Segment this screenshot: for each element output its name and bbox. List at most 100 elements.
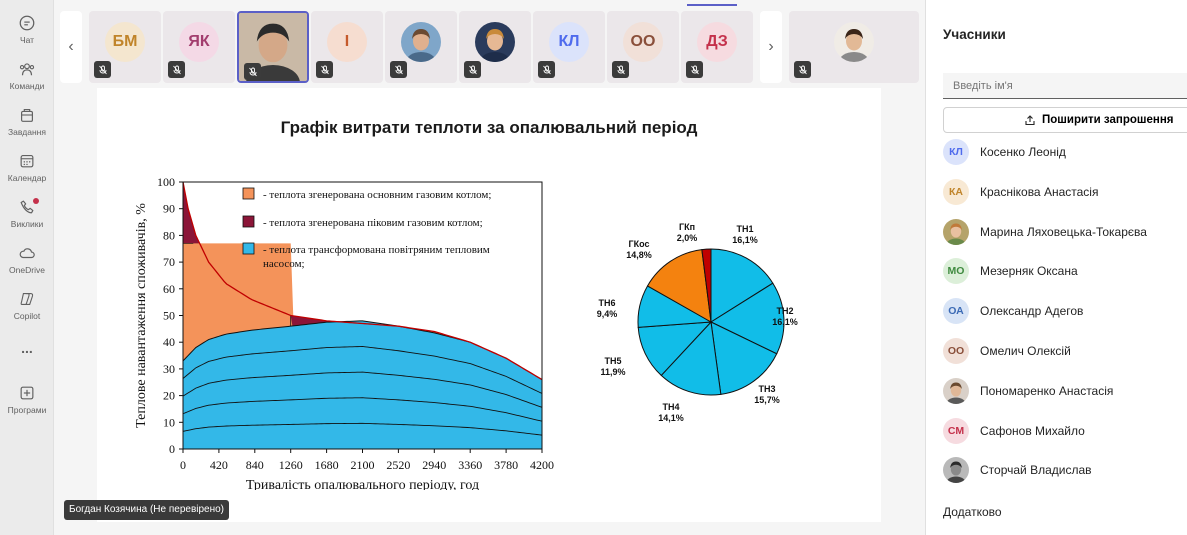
participant-name: Омелич Олексій xyxy=(980,344,1071,358)
legend-label: - теплота згенерована основним газовим к… xyxy=(263,189,491,201)
participant-row[interactable]: Пономаренко Анастасія xyxy=(943,376,1187,406)
mic-off-icon xyxy=(464,61,481,78)
participant-strip: ‹ БМ ЯК І КЛ ОО ДЗ › xyxy=(60,10,920,84)
participant-initials: І xyxy=(327,22,367,62)
participant-photo xyxy=(401,22,441,62)
participant-tile[interactable] xyxy=(789,11,919,83)
rail-label: Завдання xyxy=(8,127,46,137)
x-tick-label: 840 xyxy=(246,458,264,472)
avatar: СМ xyxy=(943,417,969,444)
participant-name: Краснікова Анастасія xyxy=(980,184,1099,199)
participant-search-input[interactable] xyxy=(943,73,1187,99)
heat-pump-area xyxy=(182,320,543,450)
pie-slice xyxy=(701,248,712,323)
legend-label: - теплота трансформована повітряним тепл… xyxy=(263,244,490,256)
rail-more[interactable]: ... xyxy=(0,338,54,382)
avatar xyxy=(943,218,969,245)
heat-pump-level-line xyxy=(182,397,543,422)
rail-teams[interactable]: Команди xyxy=(0,56,54,100)
x-tick-label: 3780 xyxy=(494,458,518,472)
pie-slice-value: 14,8% xyxy=(626,250,652,260)
y-tick-label: 30 xyxy=(163,362,175,376)
legend-swatch xyxy=(242,187,255,200)
rail-label: Програми xyxy=(7,405,47,415)
participant-row[interactable]: СМ Сафонов Михайло xyxy=(943,416,1187,446)
more-icon: ... xyxy=(21,340,33,356)
app-rail: Чат Команди Завдання Календар Виклики On… xyxy=(0,0,54,535)
pie-slice xyxy=(646,249,712,323)
avatar xyxy=(943,377,969,404)
participant-tile[interactable] xyxy=(459,11,531,83)
pie-slice-label: ТН1 xyxy=(736,224,753,234)
rail-copilot[interactable]: Copilot xyxy=(0,286,54,330)
y-axis-label: Теплове навантаження споживачів, % xyxy=(134,203,149,428)
participant-photo xyxy=(475,22,515,62)
more-section-label: Додатково xyxy=(943,505,1002,519)
participant-tile[interactable] xyxy=(237,11,309,83)
pie-slice xyxy=(709,282,785,355)
pie-slice xyxy=(660,320,722,396)
participant-tile[interactable]: І xyxy=(311,11,383,83)
mic-off-icon xyxy=(316,61,333,78)
pie-slice-label: ТН4 xyxy=(662,402,679,412)
x-axis-label: Тривалість опалювального періоду, год xyxy=(246,478,479,490)
copilot-icon xyxy=(20,293,34,305)
participant-tile[interactable]: КЛ xyxy=(533,11,605,83)
participant-row[interactable]: ОО Омелич Олексій xyxy=(943,336,1187,366)
participant-tile[interactable]: ОО xyxy=(607,11,679,83)
rail-label: Copilot xyxy=(13,311,41,321)
avatar: КЛ xyxy=(943,139,969,165)
participant-row[interactable]: КА Краснікова Анастасія xyxy=(943,177,1187,207)
participant-initials: БМ xyxy=(105,22,145,62)
participant-name: Олександр Адегов xyxy=(980,304,1084,319)
mic-off-icon xyxy=(612,61,629,78)
participant-name: Марина Ляховецька-Токарєва xyxy=(980,224,1147,239)
participant-row[interactable]: Сторчай Владислав xyxy=(943,455,1187,485)
x-tick-label: 0 xyxy=(180,458,186,472)
mic-off-icon xyxy=(244,63,261,80)
participant-row[interactable]: Марина Ляховецька-Токарєва xyxy=(943,217,1187,247)
avatar: ОА xyxy=(943,298,969,325)
y-tick-label: 50 xyxy=(163,309,175,323)
avatar xyxy=(943,457,969,484)
heat-pump-level-line xyxy=(182,422,543,436)
mic-off-icon xyxy=(538,61,555,78)
legend-swatch xyxy=(242,242,255,255)
x-tick-label: 2520 xyxy=(386,458,410,472)
participant-name: Косенко Леонід xyxy=(980,145,1066,159)
share-invite-button[interactable]: Поширити запрошення xyxy=(943,107,1187,133)
chat-icon xyxy=(19,15,35,31)
participant-row[interactable]: КЛ Косенко Леонід xyxy=(943,137,1187,167)
rail-onedrive[interactable]: OneDrive xyxy=(0,240,54,284)
x-tick-label: 2100 xyxy=(351,458,375,472)
rail-label: Календар xyxy=(7,173,47,183)
participant-tile[interactable]: БМ xyxy=(89,11,161,83)
video-feed-image xyxy=(239,13,307,81)
calendar-icon xyxy=(20,155,34,168)
participant-row[interactable]: ОА Олександр Адегов xyxy=(943,296,1187,326)
rail-calendar[interactable]: Календар xyxy=(0,148,54,192)
slide-title: Графік витрати теплоти за опалювальний п… xyxy=(280,118,698,137)
pie-slice-label: ГКп xyxy=(679,222,695,232)
participant-initials: ДЗ xyxy=(697,22,737,62)
participant-row[interactable]: МО Мезерняк Оксана xyxy=(943,256,1187,286)
legend-swatch xyxy=(242,215,255,228)
participant-tile[interactable] xyxy=(385,11,457,83)
pie-slice-label: ТН5 xyxy=(604,356,621,366)
rail-calls[interactable]: Виклики xyxy=(0,194,54,238)
participant-name: Мезерняк Оксана xyxy=(980,264,1078,279)
rail-tasks[interactable]: Завдання xyxy=(0,102,54,146)
strip-prev-button[interactable]: ‹ xyxy=(60,11,82,83)
rail-apps[interactable]: Програми xyxy=(0,380,54,424)
strip-next-button[interactable]: › xyxy=(760,11,782,83)
pie-slice-label: ГКос xyxy=(629,239,650,249)
y-tick-label: 100 xyxy=(157,175,175,189)
share-invite-label: Поширити запрошення xyxy=(1042,114,1174,126)
participant-tile[interactable]: ЯК xyxy=(163,11,235,83)
rail-chat[interactable]: Чат xyxy=(0,10,54,54)
avatar: МО xyxy=(943,258,969,285)
participant-tile[interactable]: ДЗ xyxy=(681,11,753,83)
pie-slice-label: ТН2 xyxy=(776,306,793,316)
pie-slice-value: 15,7% xyxy=(754,395,780,405)
